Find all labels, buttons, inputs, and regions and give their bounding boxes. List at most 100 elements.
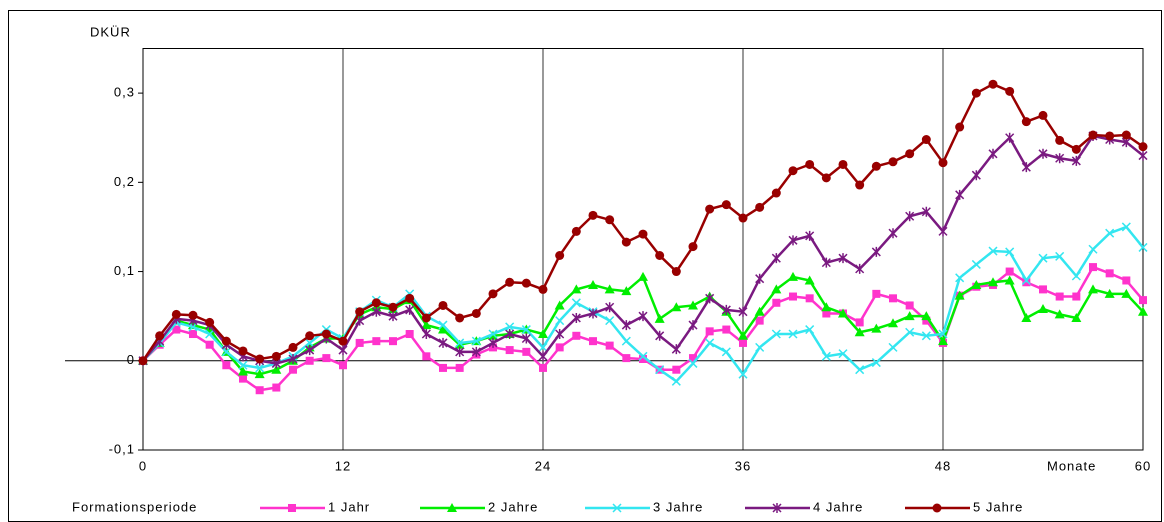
marker	[305, 338, 315, 348]
marker	[738, 213, 748, 223]
marker	[638, 351, 648, 361]
marker-shape	[538, 284, 548, 294]
x-tick-label: 36	[735, 458, 751, 473]
marker-shape	[571, 298, 581, 308]
marker	[805, 230, 815, 241]
marker-shape	[521, 333, 531, 344]
marker	[388, 302, 398, 312]
marker-shape	[771, 188, 781, 198]
marker-shape	[1121, 288, 1132, 298]
marker-shape	[755, 342, 765, 352]
marker	[1021, 275, 1031, 286]
marker-shape	[855, 180, 865, 190]
marker	[688, 242, 698, 252]
marker	[971, 170, 981, 181]
marker-shape	[671, 302, 682, 312]
marker-shape	[421, 329, 431, 340]
marker-shape	[388, 311, 398, 322]
marker-shape	[755, 273, 765, 284]
marker-shape	[605, 215, 615, 225]
marker-shape	[1138, 306, 1148, 316]
marker-shape	[971, 259, 981, 269]
marker-shape	[1021, 162, 1031, 173]
marker-shape	[505, 329, 515, 340]
marker-shape	[971, 279, 982, 289]
marker	[171, 309, 181, 319]
marker	[422, 352, 431, 361]
marker	[554, 300, 565, 310]
marker-shape	[971, 88, 981, 98]
marker	[589, 337, 597, 346]
marker	[272, 383, 281, 392]
marker	[239, 374, 247, 383]
marker-shape	[1054, 309, 1065, 319]
marker-shape	[721, 304, 731, 315]
marker	[655, 330, 665, 341]
marker	[1088, 284, 1098, 294]
marker-shape	[621, 286, 632, 296]
marker	[905, 149, 915, 159]
marker	[1005, 86, 1015, 96]
marker	[421, 320, 432, 330]
marker	[922, 316, 931, 325]
marker	[821, 302, 832, 312]
marker-shape	[505, 322, 515, 332]
marker-shape	[1121, 130, 1131, 140]
marker-shape	[488, 329, 498, 339]
marker-shape	[339, 361, 347, 370]
marker	[271, 351, 281, 361]
marker-shape	[455, 313, 465, 323]
marker	[238, 366, 248, 376]
marker	[838, 349, 848, 359]
marker-shape	[605, 316, 615, 326]
marker-shape	[954, 290, 965, 300]
marker-shape	[205, 329, 215, 339]
marker	[1139, 296, 1147, 305]
marker	[955, 273, 965, 283]
marker-shape	[355, 338, 364, 347]
marker	[1038, 148, 1048, 159]
marker-shape	[571, 312, 581, 323]
marker	[621, 286, 632, 296]
marker	[205, 340, 214, 349]
marker	[1038, 253, 1048, 263]
marker	[871, 323, 882, 333]
marker-shape	[1088, 244, 1098, 254]
marker	[722, 325, 731, 334]
x-tick-label: 12	[335, 458, 351, 473]
marker	[671, 376, 681, 386]
marker	[738, 369, 748, 379]
marker-shape	[1105, 269, 1114, 278]
marker	[1071, 312, 1082, 322]
marker-shape	[705, 204, 715, 214]
marker-shape	[305, 356, 314, 365]
marker	[955, 122, 965, 132]
marker	[888, 342, 898, 352]
marker	[339, 361, 347, 370]
marker	[771, 253, 781, 264]
marker	[305, 356, 314, 365]
marker	[654, 313, 665, 323]
marker	[455, 338, 465, 348]
marker-shape	[805, 159, 815, 169]
marker-shape	[621, 336, 631, 346]
marker	[521, 325, 531, 335]
marker	[1071, 155, 1081, 166]
marker-shape	[1105, 228, 1115, 238]
marker-shape	[555, 250, 565, 260]
marker	[938, 158, 948, 168]
marker-shape	[505, 346, 514, 355]
marker-shape	[905, 211, 915, 222]
marker-shape	[554, 300, 565, 310]
marker	[789, 292, 797, 301]
marker-shape	[138, 356, 148, 366]
marker	[721, 347, 731, 357]
marker-shape	[621, 320, 631, 331]
marker	[1021, 162, 1031, 173]
marker-shape	[772, 503, 782, 513]
marker	[838, 159, 848, 169]
marker-shape	[772, 298, 781, 307]
marker	[588, 308, 598, 319]
